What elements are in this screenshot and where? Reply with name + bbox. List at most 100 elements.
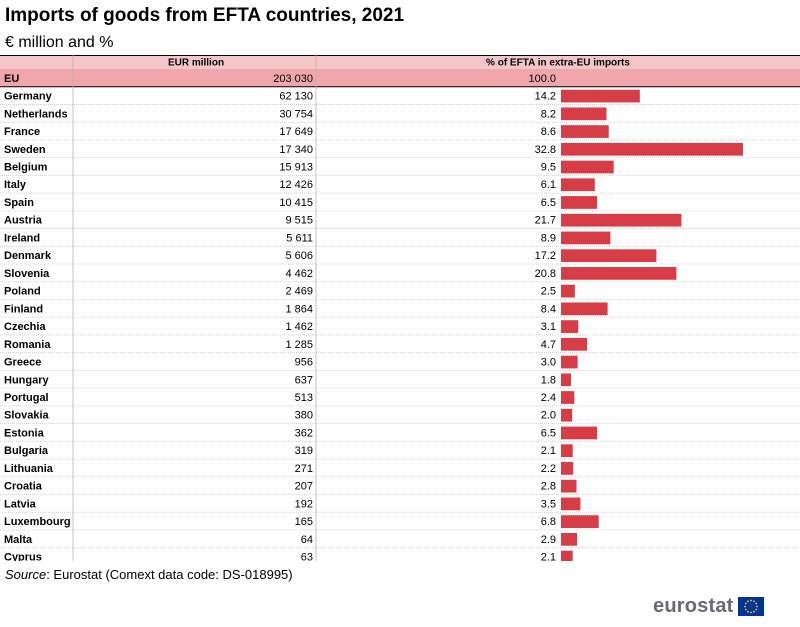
pct-value: 1.8	[541, 374, 556, 386]
country-label: Luxembourg	[4, 516, 71, 528]
flag-star	[755, 605, 758, 607]
eur-million-value: 207	[295, 481, 313, 493]
country-label: France	[4, 126, 40, 138]
data-table: EUR million % of EFTA in extra-EU import…	[0, 55, 800, 561]
country-label: Denmark	[4, 250, 52, 262]
pct-value: 2.0	[541, 410, 556, 422]
pct-bar	[561, 213, 682, 227]
flag-star	[744, 608, 747, 610]
country-label: Finland	[4, 303, 43, 315]
country-label: Sweden	[4, 144, 46, 156]
eur-million-value: 30 754	[279, 108, 313, 120]
pct-value: 32.8	[535, 144, 556, 156]
pct-bar	[561, 196, 598, 209]
eur-million-value: 63	[301, 552, 313, 561]
pct-bar	[561, 532, 578, 546]
eur-million-value: 165	[295, 516, 313, 528]
eu-flag-icon	[737, 596, 764, 616]
pct-bar	[561, 142, 743, 156]
eur-million-value: 62 130	[279, 91, 313, 103]
country-label: Bulgaria	[4, 445, 49, 457]
pct-bar	[561, 89, 640, 103]
pct-bar	[561, 125, 609, 138]
pct-value: 2.1	[541, 445, 556, 457]
pct-bar	[561, 391, 575, 404]
country-label: Malta	[4, 534, 33, 546]
flag-star	[744, 602, 747, 604]
pct-bar	[561, 408, 573, 422]
pct-value: 6.8	[541, 516, 556, 528]
eur-million-value: 192	[295, 498, 313, 510]
eur-million-value: 362	[295, 427, 313, 439]
eur-million-value: 203 030	[273, 73, 313, 85]
country-label: Spain	[4, 197, 34, 209]
pct-value: 6.5	[541, 427, 556, 439]
eur-million-value: 2 469	[285, 286, 313, 298]
header-background	[0, 55, 800, 69]
eur-million-value: 1 462	[285, 321, 313, 333]
flag-star	[754, 602, 757, 604]
pct-value: 2.4	[541, 392, 556, 404]
pct-value: 8.4	[541, 303, 556, 315]
pct-bar	[561, 178, 595, 192]
country-label: Belgium	[4, 162, 48, 174]
pct-bar	[561, 337, 588, 351]
pct-bar	[561, 497, 581, 511]
source-label: Source	[5, 567, 47, 582]
pct-value: 3.5	[541, 498, 556, 510]
pct-value: 8.6	[541, 126, 556, 138]
eur-million-value: 64	[301, 534, 313, 546]
country-label: Romania	[4, 339, 51, 351]
aggregate-label: EU	[4, 73, 19, 85]
pct-bar	[561, 231, 611, 245]
country-label: Croatia	[4, 481, 43, 493]
pct-bar	[561, 355, 578, 369]
country-label: Ireland	[4, 232, 40, 244]
chart-title: Imports of goods from EFTA countries, 20…	[5, 5, 405, 26]
pct-value: 6.5	[541, 197, 556, 209]
logo-text: eurostat	[653, 594, 734, 617]
eur-million-value: 4 462	[285, 268, 313, 280]
eur-million-value: 319	[295, 445, 313, 457]
eur-million-value: 1 285	[285, 339, 313, 351]
pct-bar	[561, 249, 657, 263]
country-label: Slovakia	[4, 410, 50, 422]
flag-star	[752, 610, 755, 613]
pct-value: 20.8	[535, 268, 556, 280]
country-label: Czechia	[4, 321, 46, 333]
country-label: Latvia	[4, 498, 37, 510]
pct-bar	[561, 515, 599, 528]
column-header-pct: % of EFTA in extra-EU imports	[486, 58, 630, 69]
pct-value: 2.5	[541, 286, 556, 298]
pct-bar	[561, 426, 598, 440]
eur-million-value: 956	[295, 357, 313, 369]
flag-star	[743, 605, 746, 607]
eur-million-value: 5 606	[285, 250, 313, 262]
pct-value: 8.9	[541, 232, 556, 244]
eur-million-value: 380	[295, 410, 313, 422]
country-label: Italy	[4, 179, 27, 191]
flag-star	[752, 599, 755, 602]
column-header-eur: EUR million	[168, 58, 224, 69]
eur-million-value: 10 415	[279, 197, 313, 209]
pct-bar	[561, 373, 571, 387]
eur-million-value: 9 515	[285, 215, 313, 227]
country-label: Austria	[4, 215, 43, 227]
country-label: Cyprus	[4, 552, 42, 561]
flag-star	[746, 610, 749, 613]
country-label: Hungary	[4, 374, 50, 386]
country-label: Lithuania	[4, 463, 54, 475]
pct-bar	[561, 107, 607, 121]
pct-bar	[561, 550, 573, 561]
pct-value: 14.2	[535, 91, 556, 103]
pct-value: 2.8	[541, 481, 556, 493]
pct-value: 21.7	[535, 215, 556, 227]
eur-million-value: 5 611	[286, 232, 313, 244]
pct-bar	[561, 479, 577, 493]
country-label: Poland	[4, 286, 41, 298]
pct-value: 3.0	[541, 357, 556, 369]
pct-bar	[561, 462, 574, 475]
pct-value: 2.2	[541, 463, 556, 475]
table-body: EU 203 030 100.0 Germany 62 130 14.2 Netherlan…	[0, 55, 800, 561]
pct-bar	[561, 320, 579, 333]
